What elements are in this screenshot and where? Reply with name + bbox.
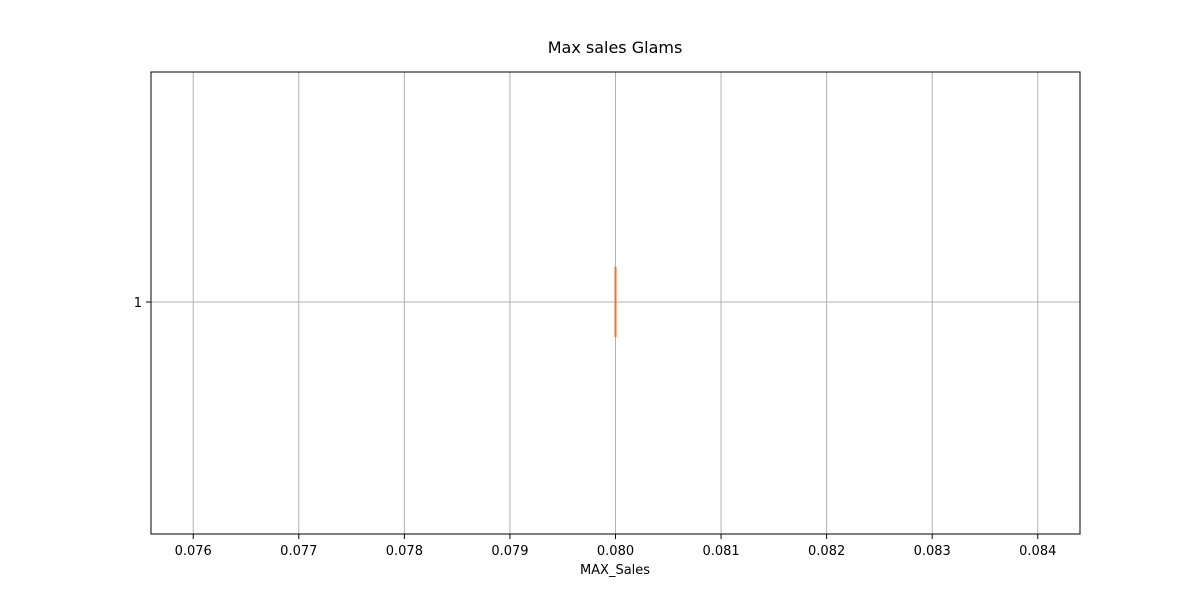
x-tick-label: 0.077 xyxy=(280,544,317,559)
chart-title: Max sales Glams xyxy=(548,38,683,57)
x-tick-label: 0.082 xyxy=(808,544,845,559)
x-tick-label: 0.080 xyxy=(597,544,634,559)
x-tick-label: 0.076 xyxy=(175,544,212,559)
x-tick-label: 0.079 xyxy=(491,544,528,559)
plot-area xyxy=(614,267,617,337)
y-tick-label: 1 xyxy=(134,296,142,311)
x-tick-label: 0.084 xyxy=(1019,544,1056,559)
axis-ticks: 0.076 0.077 0.078 0.079 0.080 0.081 0.082 0.083… xyxy=(134,296,1057,559)
x-tick-label: 0.081 xyxy=(702,544,739,559)
x-axis-label: MAX_Sales xyxy=(580,563,650,578)
plot-frame xyxy=(150,71,1081,535)
x-tick-label: 0.078 xyxy=(386,544,423,559)
x-tick-label: 0.083 xyxy=(914,544,951,559)
